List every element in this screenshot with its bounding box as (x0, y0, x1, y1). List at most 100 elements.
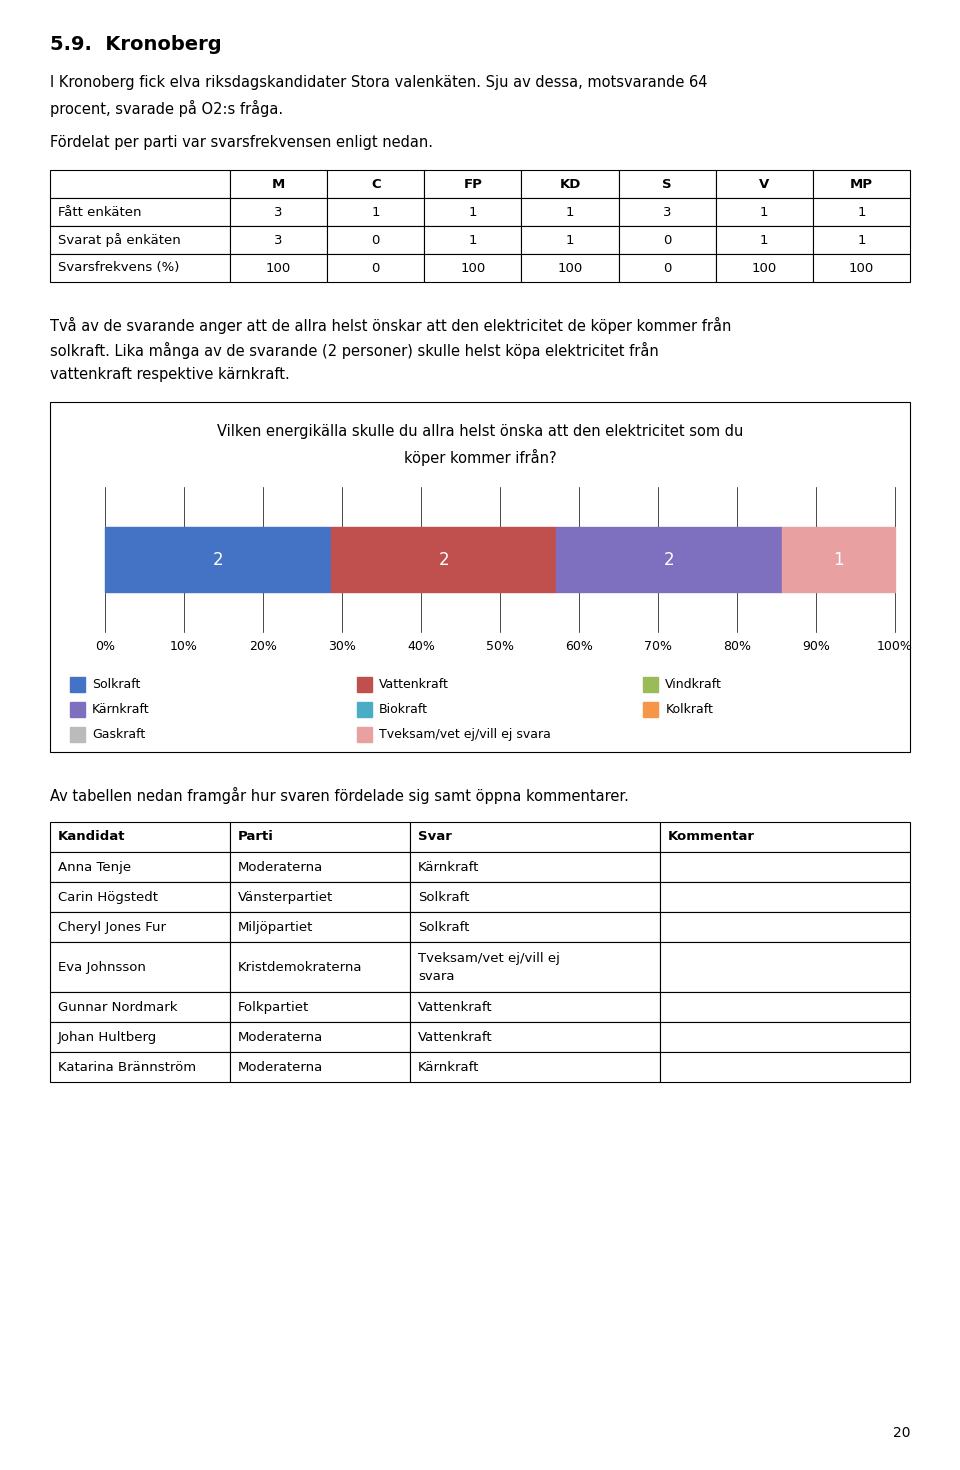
Text: 90%: 90% (802, 639, 830, 653)
Text: 60%: 60% (565, 639, 593, 653)
Text: Moderaterna: Moderaterna (238, 1030, 324, 1044)
Bar (230, 822, 410, 853)
Text: Biokraft: Biokraft (378, 703, 427, 716)
Text: Kandidat: Kandidat (58, 831, 126, 844)
Bar (230, 911, 410, 942)
Bar (716, 198, 813, 226)
Bar (618, 226, 716, 254)
Text: Kristdemokraterna: Kristdemokraterna (238, 960, 363, 973)
Bar (50, 992, 230, 1022)
Text: procent, svarade på O2:s fråga.: procent, svarade på O2:s fråga. (50, 100, 283, 118)
Bar (660, 853, 910, 882)
Text: Kärnkraft: Kärnkraft (418, 1060, 479, 1073)
Text: 100%: 100% (877, 639, 913, 653)
Text: 0: 0 (663, 234, 671, 247)
Text: 5.9.  Kronoberg: 5.9. Kronoberg (50, 35, 222, 54)
Bar (618, 254, 716, 282)
Text: S: S (662, 178, 672, 191)
Text: Parti: Parti (238, 831, 274, 844)
Bar (813, 254, 910, 282)
Text: 80%: 80% (723, 639, 751, 653)
Bar (230, 171, 327, 198)
Text: Solkraft: Solkraft (418, 891, 469, 904)
Text: KD: KD (560, 178, 581, 191)
Bar (50, 226, 230, 254)
Bar (813, 226, 910, 254)
Bar (357, 728, 372, 742)
Text: Kommentar: Kommentar (668, 831, 755, 844)
Text: 20%: 20% (249, 639, 276, 653)
Text: Anna Tenje: Anna Tenje (58, 860, 132, 873)
Bar (716, 254, 813, 282)
Text: Svar: Svar (418, 831, 452, 844)
Text: Katarina Brännström: Katarina Brännström (58, 1060, 196, 1073)
Text: 1: 1 (372, 206, 380, 219)
Text: 100: 100 (460, 262, 486, 275)
Text: 1: 1 (857, 234, 866, 247)
Text: Moderaterna: Moderaterna (238, 1060, 324, 1073)
Bar (357, 703, 372, 717)
Text: Svarsfrekvens (%): Svarsfrekvens (%) (58, 262, 180, 275)
Bar (50, 254, 230, 282)
Text: 3: 3 (663, 206, 671, 219)
Text: 1: 1 (565, 234, 574, 247)
Text: 0: 0 (663, 262, 671, 275)
Bar (716, 171, 813, 198)
Bar (50, 401, 910, 753)
Bar (660, 911, 910, 942)
Bar (230, 1022, 410, 1053)
Text: 1: 1 (833, 550, 844, 569)
Bar (50, 853, 230, 882)
Text: Moderaterna: Moderaterna (238, 860, 324, 873)
Bar (521, 198, 618, 226)
Text: 0: 0 (372, 262, 380, 275)
Bar (782, 528, 895, 592)
Bar (230, 198, 327, 226)
Text: C: C (371, 178, 380, 191)
Bar (230, 254, 327, 282)
Text: Carin Högstedt: Carin Högstedt (58, 891, 158, 904)
Text: M: M (272, 178, 285, 191)
Text: V: V (759, 178, 769, 191)
Bar (410, 853, 660, 882)
Bar (521, 171, 618, 198)
Bar (50, 1022, 230, 1053)
Bar (410, 1022, 660, 1053)
Bar (521, 226, 618, 254)
Bar (813, 198, 910, 226)
Bar (230, 992, 410, 1022)
Bar (521, 254, 618, 282)
Text: MP: MP (850, 178, 873, 191)
Text: 3: 3 (275, 234, 283, 247)
Text: 1: 1 (468, 206, 477, 219)
Text: Av tabellen nedan framgår hur svaren fördelade sig samt öppna kommentarer.: Av tabellen nedan framgår hur svaren för… (50, 786, 629, 804)
Text: Vindkraft: Vindkraft (665, 678, 722, 691)
Text: 1: 1 (857, 206, 866, 219)
Text: 40%: 40% (407, 639, 435, 653)
Bar (410, 942, 660, 992)
Text: Kärnkraft: Kärnkraft (418, 860, 479, 873)
Bar (50, 822, 230, 853)
Text: 2: 2 (664, 550, 675, 569)
Bar (50, 942, 230, 992)
Bar (105, 528, 330, 592)
Bar (660, 942, 910, 992)
Bar (50, 198, 230, 226)
Bar (357, 678, 372, 692)
Bar (660, 882, 910, 911)
Text: 1: 1 (565, 206, 574, 219)
Text: Solkraft: Solkraft (418, 920, 469, 933)
Text: 70%: 70% (644, 639, 672, 653)
Text: Kolkraft: Kolkraft (665, 703, 713, 716)
Text: Miljöpartiet: Miljöpartiet (238, 920, 313, 933)
Bar (410, 1053, 660, 1082)
Text: I Kronoberg fick elva riksdagskandidater Stora valenkäten. Sju av dessa, motsvar: I Kronoberg fick elva riksdagskandidater… (50, 75, 708, 90)
Bar (424, 171, 521, 198)
Text: FP: FP (464, 178, 482, 191)
Bar (230, 853, 410, 882)
Text: Fördelat per parti var svarsfrekvensen enligt nedan.: Fördelat per parti var svarsfrekvensen e… (50, 135, 433, 150)
Bar (50, 911, 230, 942)
Text: Vilken energikälla skulle du allra helst önska att den elektricitet som du: Vilken energikälla skulle du allra helst… (217, 423, 743, 440)
Text: Folkpartiet: Folkpartiet (238, 1001, 309, 1013)
Text: svara: svara (418, 970, 454, 982)
